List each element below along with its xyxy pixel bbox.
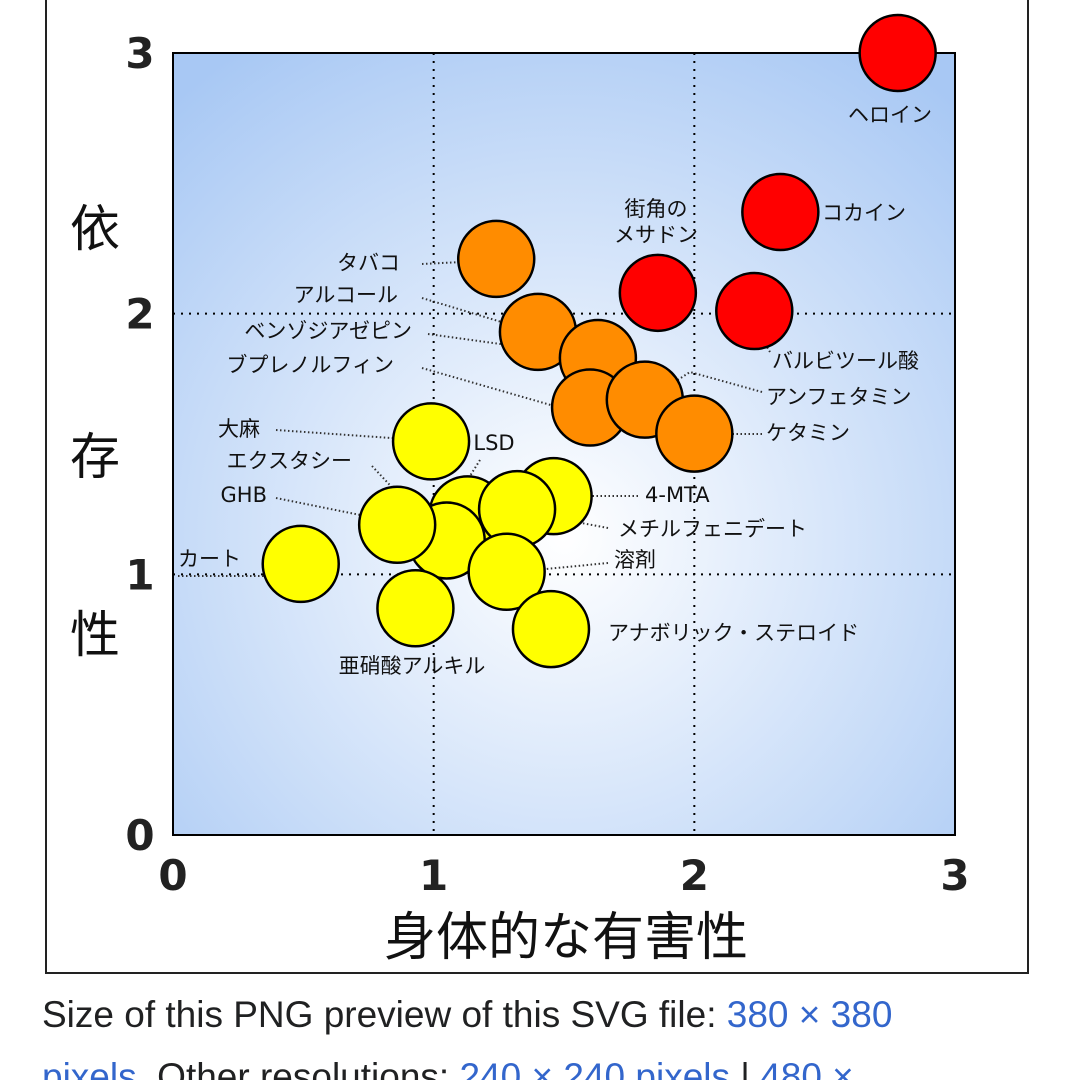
y-tick-label-1: 1 (125, 550, 154, 599)
point-label-7: ブプレノルフィン (226, 353, 394, 377)
point-label-15: GHB (221, 483, 267, 507)
resolution-link-480[interactable]: 480 × (760, 1056, 854, 1080)
point-4 (456, 219, 536, 299)
y-tick-label-2: 2 (125, 290, 154, 339)
point-0 (858, 13, 937, 93)
point-label-17: 溶剤 (614, 548, 656, 572)
point-1 (741, 172, 820, 252)
point-label-16: カート (178, 547, 241, 571)
point-19 (511, 589, 591, 669)
point-label-6: ベンゾジアゼピン (244, 319, 412, 343)
point-16 (261, 524, 340, 604)
caption-line-2: pixels. Other resolutions: 240 × 240 pix… (42, 1056, 854, 1080)
x-tick-label-2: 2 (680, 851, 709, 900)
point-3 (618, 253, 698, 333)
point-label-19: アナボリック・ステロイド (608, 621, 859, 645)
caption-line-1: Size of this PNG preview of this SVG fil… (42, 994, 892, 1036)
point-17 (467, 532, 546, 611)
point-9 (655, 394, 734, 473)
point-label-14: エクスタシー (227, 449, 352, 473)
tick-labels: 0 1 2 3 0 1 2 3 (125, 29, 969, 900)
data-points (261, 13, 937, 669)
point-label-10: 大麻 (218, 417, 260, 441)
leader-8 (649, 370, 763, 399)
x-tick-label-3: 3 (940, 851, 969, 900)
point-label-13: メチルフェニデート (618, 517, 807, 541)
point-label-3-0: 街角の (625, 197, 688, 221)
caption-text: Size of this PNG preview of this SVG fil… (42, 994, 727, 1035)
point-label-0: ヘロイン (848, 103, 932, 127)
x-tick-label-1: 1 (419, 851, 448, 900)
x-tick-label-0: 0 (158, 851, 187, 900)
y-tick-label-0: 0 (125, 811, 154, 860)
y-axis-title-char-0: 依 (70, 200, 120, 258)
resolution-link-240[interactable]: 240 × 240 pixels (459, 1056, 730, 1080)
axis-titles: 身体的な有害性 依存性 (70, 200, 748, 968)
resolution-link-380[interactable]: 380 × 380 (726, 994, 893, 1035)
point-10 (391, 402, 471, 481)
y-tick-label-3: 3 (125, 29, 154, 78)
leader-7 (421, 367, 576, 413)
separator-text: | (730, 1056, 761, 1080)
y-axis-title-char-2: 性 (70, 606, 120, 664)
leader-17 (504, 562, 609, 574)
x-axis-title: 身体的な有害性 (384, 908, 748, 968)
point-label-11: LSD (473, 431, 514, 455)
point-label-4: タバコ (337, 251, 400, 275)
point-label-1: コカイン (822, 201, 906, 225)
pixels-link[interactable]: pixels (42, 1056, 137, 1080)
point-label-18: 亜硝酸アルキル (339, 654, 486, 678)
point-2 (715, 271, 794, 351)
other-resolutions-text: . Other resolutions: (136, 1056, 460, 1080)
point-label-8: アンフェタミン (766, 385, 912, 409)
y-axis-title-char-1: 存 (70, 428, 120, 486)
point-15 (357, 485, 437, 565)
point-label-3-1: メサドン (614, 223, 698, 247)
point-18 (376, 568, 455, 648)
plot-area (172, 52, 956, 836)
point-label-9: ケタミン (766, 421, 850, 445)
point-label-2: バルビツール酸 (772, 349, 919, 373)
point-label-5: アルコール (294, 283, 398, 307)
point-label-12: 4-MTA (645, 483, 710, 507)
